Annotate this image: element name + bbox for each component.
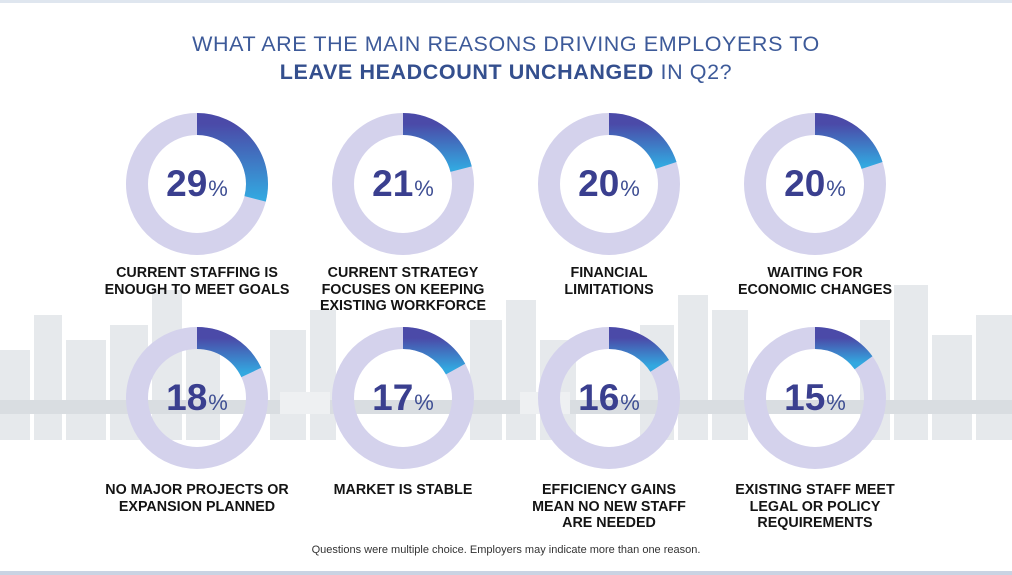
donut-category-label: EXISTING STAFF MEET LEGAL OR POLICY REQU… [735, 482, 895, 531]
value-unit: % [826, 176, 846, 201]
donut-2 [332, 113, 474, 255]
value-number: 18 [166, 377, 208, 418]
donut-category-label: CURRENT STAFFING IS ENOUGH TO MEET GOALS [104, 265, 290, 298]
donut-value-arc [196, 327, 262, 378]
value-unit: % [620, 176, 640, 201]
donut-value-label: 20% [740, 164, 890, 212]
donut-6 [332, 327, 474, 469]
donut-value-label: 17% [328, 378, 478, 426]
bottom-border [0, 571, 1012, 575]
value-unit: % [208, 390, 228, 415]
city-skyline-background [0, 285, 1012, 440]
value-unit: % [620, 390, 640, 415]
value-number: 20 [578, 163, 620, 204]
donut-value-label: 15% [740, 378, 890, 426]
value-unit: % [208, 176, 228, 201]
donut-category-label: WAITING FOR ECONOMIC CHANGES [737, 265, 893, 298]
value-number: 29 [166, 163, 208, 204]
footnote: Questions were multiple choice. Employer… [311, 544, 701, 556]
top-border [0, 0, 1012, 3]
title-line-2: LEAVE HEADCOUNT UNCHANGED IN Q2? [0, 58, 1012, 86]
donut-value-arc [814, 327, 873, 370]
donut-8 [744, 327, 886, 469]
donut-category-label: FINANCIAL LIMITATIONS [564, 265, 654, 298]
donut-4 [744, 113, 886, 255]
title-emphasis: LEAVE HEADCOUNT UNCHANGED [279, 60, 654, 84]
chart-title: WHAT ARE THE MAIN REASONS DRIVING EMPLOY… [0, 30, 1012, 86]
donut-7 [538, 327, 680, 469]
value-number: 16 [578, 377, 620, 418]
donut-value-arc [402, 327, 466, 375]
donut-3 [538, 113, 680, 255]
donut-value-label: 18% [122, 378, 272, 426]
value-number: 20 [784, 163, 826, 204]
value-number: 21 [372, 163, 414, 204]
value-number: 17 [372, 377, 414, 418]
value-unit: % [414, 390, 434, 415]
donut-value-arc [608, 113, 677, 170]
donut-value-label: 21% [328, 164, 478, 212]
donut-value-label: 20% [534, 164, 684, 212]
donut-value-arc [814, 113, 883, 170]
donut-category-label: MARKET IS STABLE [333, 482, 473, 498]
donut-value-label: 16% [534, 378, 684, 426]
donut-5 [126, 327, 268, 469]
donut-value-label: 29% [122, 164, 272, 212]
donut-value-arc [196, 113, 268, 202]
value-unit: % [826, 390, 846, 415]
donut-category-label: NO MAJOR PROJECTS OR EXPANSION PLANNED [105, 482, 289, 515]
donut-category-label: CURRENT STRATEGY FOCUSES ON KEEPING EXIS… [319, 265, 486, 314]
value-number: 15 [784, 377, 826, 418]
value-unit: % [414, 176, 434, 201]
title-suffix: IN Q2? [653, 60, 733, 84]
donut-value-arc [402, 113, 472, 173]
donut-category-label: EFFICIENCY GAINS MEAN NO NEW STAFF ARE N… [532, 482, 686, 531]
donut-value-arc [608, 327, 669, 373]
title-line-1: WHAT ARE THE MAIN REASONS DRIVING EMPLOY… [192, 32, 820, 56]
donut-1 [126, 113, 268, 255]
